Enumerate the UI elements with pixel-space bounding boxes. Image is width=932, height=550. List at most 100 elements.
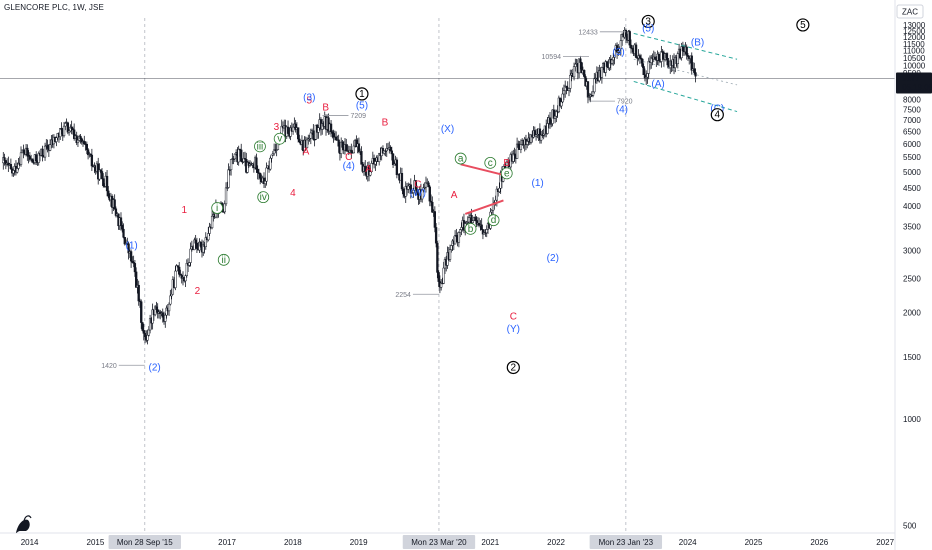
candle-body <box>332 133 335 138</box>
candle-body <box>64 122 67 127</box>
x-tick-label: 2021 <box>481 538 499 547</box>
candle-body <box>560 101 563 107</box>
candle-body <box>427 182 430 188</box>
candle-body <box>297 127 300 140</box>
candle-body <box>99 169 102 172</box>
candle-body <box>298 138 301 143</box>
wave-label-circle <box>710 108 724 122</box>
candle-body <box>119 217 123 226</box>
candle-body <box>471 220 474 224</box>
wave-label: (2) <box>547 253 559 264</box>
wave-label: A <box>303 147 310 158</box>
candle-body <box>240 149 243 162</box>
wave-label: 2 <box>195 286 201 297</box>
candle-body <box>329 123 333 132</box>
candle-body <box>100 171 104 179</box>
candle-body <box>457 232 461 243</box>
time-axis: 2014 2015 Mon 28 Sep '15 2017 2018 2019 Mon 23… <box>0 532 895 549</box>
candle-body <box>147 329 150 336</box>
wave-label-circle <box>484 156 497 169</box>
candle-body <box>155 306 158 310</box>
wave-label: 5 <box>307 96 313 107</box>
candle-body <box>66 122 69 133</box>
candle-body <box>395 159 399 175</box>
wave-label: (B) <box>691 37 704 48</box>
candle-body <box>223 203 226 213</box>
wave-label: C <box>345 152 352 163</box>
wave-label-circle <box>464 222 477 235</box>
wave-label: (5) <box>642 24 654 35</box>
wave-label-circle <box>506 360 520 375</box>
wave-label: c <box>488 158 493 169</box>
y-tick-label: 10000 <box>903 61 926 70</box>
y-tick-label: 2000 <box>903 309 921 318</box>
candle-body <box>414 180 418 190</box>
wave-labels: (1)(2)12iiiiiiivv345(3)ABC(4)1(5)ABC(W)(… <box>126 14 810 375</box>
wave-label-circle <box>254 140 266 153</box>
candle-body <box>605 61 609 67</box>
candle-body <box>264 180 267 184</box>
candle-body <box>210 215 214 229</box>
candle-body <box>161 312 164 318</box>
candle-body <box>286 126 290 134</box>
candle-body <box>450 245 453 250</box>
candle-body <box>265 167 268 182</box>
candle-body <box>19 152 23 165</box>
candle-body <box>434 227 438 244</box>
y-tick-label: 3500 <box>903 223 921 232</box>
candle-body <box>62 125 66 136</box>
wave-label: 1 <box>181 205 187 216</box>
wave-label: (5) <box>356 100 368 111</box>
candle-body <box>3 157 6 161</box>
candle-body <box>546 123 549 134</box>
candle-body <box>164 314 167 322</box>
candle-body <box>224 187 228 205</box>
candle-body <box>498 188 501 193</box>
y-tick-label: 8000 <box>903 96 921 105</box>
candle-body <box>85 143 88 150</box>
candle-body <box>583 70 586 77</box>
wave-label: (1) <box>126 240 138 251</box>
candle-body <box>428 186 431 202</box>
y-tick-label: 1500 <box>903 353 921 362</box>
candle-body <box>76 139 80 144</box>
candle-body <box>169 295 172 305</box>
candle-body <box>127 243 130 254</box>
candle-body <box>55 137 58 142</box>
candle-body <box>146 335 149 341</box>
wave-label: (3) <box>303 93 315 104</box>
wave-label: e <box>504 168 510 179</box>
y-tick-label: 11500 <box>903 40 925 49</box>
candle-body <box>83 140 86 145</box>
y-tick-label: 500 <box>903 522 917 531</box>
trend-line-channel <box>633 80 738 113</box>
wave-label: A <box>365 164 372 175</box>
wave-label: (4) <box>616 104 628 115</box>
candle-body <box>199 241 202 247</box>
candle-body <box>610 59 614 64</box>
candle-body <box>98 169 101 180</box>
candle-body <box>620 34 624 41</box>
candle-body <box>385 148 388 152</box>
candle-body <box>624 30 628 37</box>
candle-body <box>269 157 272 170</box>
candle-body <box>567 88 571 91</box>
candle-body <box>227 169 230 188</box>
price-marker-label: 7920 <box>617 99 633 106</box>
price-marker-label: 1420 <box>101 363 117 370</box>
trend-line-channel <box>633 32 738 60</box>
candle-body <box>474 217 477 221</box>
candle-body <box>660 51 663 62</box>
wave-label: b <box>468 224 474 235</box>
wave-label-circle <box>273 132 286 145</box>
candle-body <box>517 143 520 148</box>
wave-label: C <box>510 312 517 323</box>
price-tag-value: 9177 <box>902 74 920 83</box>
candle-body <box>337 139 340 147</box>
candle-body <box>593 78 596 93</box>
candle-body <box>256 168 259 174</box>
wave-label: d <box>491 215 497 226</box>
x-tick-label: 2026 <box>810 538 828 547</box>
candle-body <box>685 46 688 56</box>
